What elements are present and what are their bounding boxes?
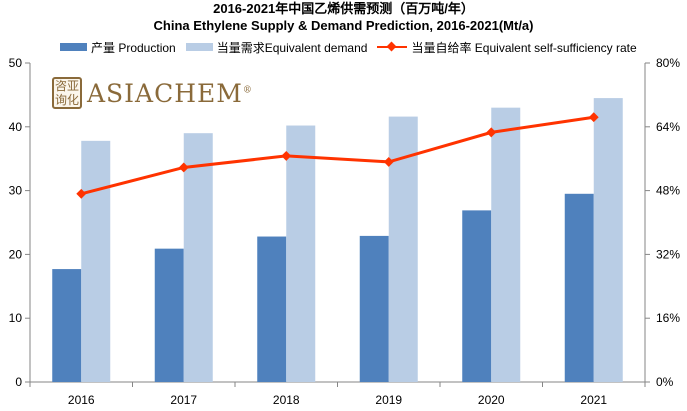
- y-right-tick-label: 48%: [656, 184, 680, 198]
- legend-label-production: 产量 Production: [91, 40, 176, 55]
- bar-production: [462, 210, 492, 382]
- legend-label-self-sufficiency: 当量自给率 Equivalent self-sufficiency rate: [411, 40, 637, 55]
- y-left-tick-label: 40: [9, 120, 23, 134]
- point-self-sufficiency: [588, 112, 599, 123]
- legend-label-demand: 当量需求Equivalent demand: [216, 40, 368, 55]
- y-left-tick-label: 20: [9, 247, 23, 261]
- y-left-tick-label: 0: [15, 375, 22, 389]
- x-tick-label: 2016: [68, 393, 95, 407]
- y-right-tick-label: 32%: [656, 247, 680, 261]
- asiachem-brand: ASIACHEM®: [87, 79, 253, 108]
- bar-production: [154, 248, 184, 382]
- bar-demand: [491, 107, 521, 382]
- point-self-sufficiency: [383, 156, 394, 167]
- bar-production: [359, 235, 389, 382]
- point-self-sufficiency: [281, 150, 292, 161]
- asiachem-logo: 咨亚 询化 ASIACHEM®: [52, 77, 253, 109]
- x-tick-label: 2017: [170, 393, 197, 407]
- brand-name: ASIACHEM: [87, 78, 243, 108]
- y-right-tick-label: 80%: [656, 56, 680, 70]
- bar-demand: [81, 140, 111, 382]
- line-self-sufficiency: [80, 115, 594, 196]
- legend-swatch-production: [60, 43, 87, 51]
- chart-legend: 产量 Production 当量需求Equivalent demand 当量自给…: [60, 39, 647, 55]
- bar-demand: [286, 125, 316, 383]
- x-tick-label: 2021: [580, 393, 607, 407]
- asiachem-seal-icon: 咨亚 询化: [52, 77, 82, 109]
- bar-production: [257, 236, 287, 382]
- point-self-sufficiency: [486, 127, 497, 138]
- legend-item-demand: 当量需求Equivalent demand: [185, 39, 368, 56]
- x-tick-label: 2018: [273, 393, 300, 407]
- bar-demand: [183, 133, 213, 382]
- point-self-sufficiency: [178, 162, 189, 173]
- legend-item-production: 产量 Production: [60, 39, 176, 56]
- bar-demand: [593, 98, 623, 382]
- y-right-tick-label: 0%: [656, 375, 674, 389]
- y-right-tick-label: 64%: [656, 120, 680, 134]
- y-left-tick-label: 10: [9, 311, 23, 325]
- bar-production: [564, 193, 594, 382]
- seal-line-2: 询化: [54, 93, 79, 107]
- point-self-sufficiency: [76, 188, 87, 199]
- legend-swatch-demand: [185, 43, 213, 51]
- chart-title: 2016-2021年中国乙烯供需预测（百万吨/年）: [213, 1, 474, 16]
- chart-subtitle: China Ethylene Supply & Demand Predictio…: [153, 18, 534, 33]
- legend-item-self-sufficiency: 当量自给率 Equivalent self-sufficiency rate: [377, 39, 637, 56]
- y-left-tick-label: 50: [9, 56, 23, 70]
- y-left-tick-label: 30: [9, 184, 23, 198]
- registered-mark: ®: [242, 85, 253, 96]
- y-right-tick-label: 16%: [656, 311, 680, 325]
- seal-line-1: 咨亚: [54, 79, 79, 93]
- legend-swatch-self-sufficiency: [377, 43, 408, 51]
- x-tick-label: 2019: [375, 393, 402, 407]
- x-tick-label: 2020: [478, 393, 505, 407]
- bar-production: [52, 269, 82, 382]
